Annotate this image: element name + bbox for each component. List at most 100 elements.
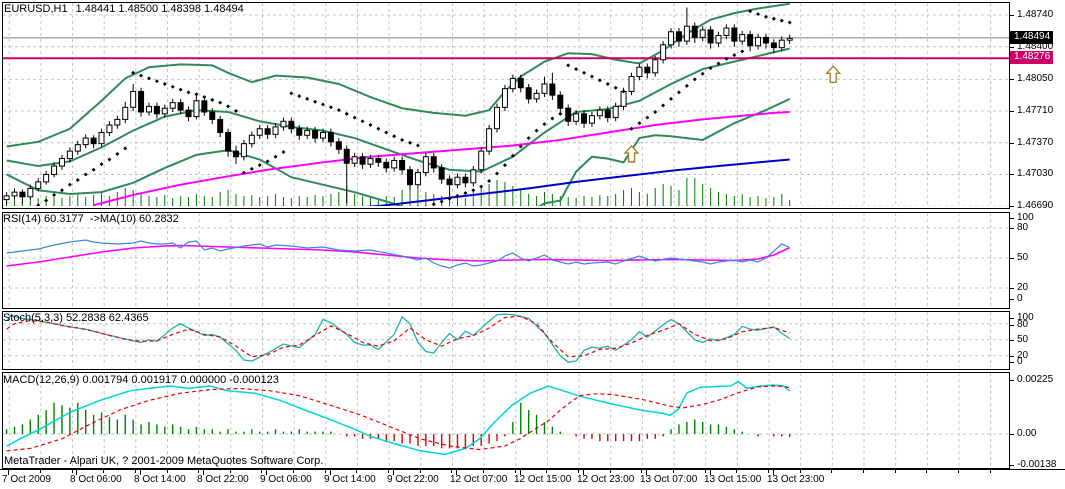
candle-bull: [652, 59, 659, 74]
rsi-canvas[interactable]: [3, 213, 1009, 306]
scale-tick: [1010, 228, 1014, 229]
sar-dot: [99, 162, 104, 167]
time-tick-minor: [958, 470, 959, 473]
sar-dot: [439, 199, 444, 204]
price-scale[interactable]: 1.48494 1.48276 1.48740 1.48400 1.48050 1.4…: [1010, 0, 1065, 470]
stoch-panel[interactable]: [2, 311, 1010, 370]
time-tick-minor: [641, 470, 643, 473]
candle-bear: [565, 107, 572, 122]
main-chart-canvas[interactable]: [3, 3, 1009, 206]
sar-dot: [91, 167, 96, 172]
time-tick-minor: [863, 470, 865, 473]
sar-dot: [178, 87, 183, 92]
sar-dot: [297, 94, 302, 99]
stoch-k-line: [6, 313, 791, 363]
candle-bull: [367, 158, 374, 165]
sar-dot: [115, 151, 120, 156]
time-tick-minor: [324, 470, 326, 473]
sar-dot: [67, 182, 72, 187]
macd-panel[interactable]: [2, 372, 1010, 469]
time-label: 13 Oct 07:00: [640, 474, 698, 485]
candle-bear: [407, 169, 414, 186]
time-tick-minor: [483, 470, 485, 473]
sar-dot: [716, 61, 721, 66]
hline-price-box[interactable]: 1.48276: [1010, 51, 1054, 65]
sar-dot: [526, 136, 531, 141]
panel-separator[interactable]: [2, 309, 1010, 311]
sar-dot: [52, 192, 57, 197]
time-tick-minor: [609, 470, 611, 473]
time-tick-major: [710, 470, 711, 475]
sar-dot: [344, 111, 349, 116]
scale-label: 1.47370: [1017, 137, 1054, 148]
rsi-panel[interactable]: [2, 212, 1010, 309]
sar-dot: [313, 99, 318, 104]
bollinger-upper-band: [6, 3, 790, 148]
scale-tick: [1010, 218, 1014, 219]
scale-tick: [1010, 356, 1014, 357]
sar-dot: [234, 109, 238, 114]
candle-bear: [581, 113, 588, 124]
macd-canvas[interactable]: [3, 373, 1009, 466]
rsi-line: [6, 239, 790, 269]
stoch-d-line: [6, 315, 790, 358]
time-tick-major: [8, 470, 9, 475]
sar-dot: [170, 84, 175, 89]
time-label: 9 Oct 06:00: [260, 474, 312, 485]
candle-bear: [517, 77, 524, 89]
panel-separator[interactable]: [2, 370, 1010, 372]
sar-dot: [637, 121, 642, 126]
up-arrow-object[interactable]: [623, 144, 640, 163]
sar-dot: [59, 188, 64, 193]
scale-tick: [1010, 340, 1014, 341]
candle-bull: [320, 131, 326, 139]
time-label: 12 Oct 15:00: [514, 474, 572, 485]
candle-bear: [604, 109, 611, 119]
sar-dot: [305, 96, 310, 101]
main-chart-panel[interactable]: [2, 2, 1010, 209]
candle-bull: [478, 150, 485, 171]
sar-dot: [574, 67, 579, 72]
sar-dot: [384, 130, 389, 135]
time-tick-minor: [261, 470, 263, 473]
time-scale[interactable]: 7 Oct 2009 8 Oct 06:00 8 Oct 14:00 8 Oct 22…: [0, 469, 1065, 489]
candle-bull: [74, 144, 81, 152]
scale-label: 0: [1017, 356, 1023, 367]
candle-bull: [541, 83, 548, 94]
time-tick-major: [583, 470, 584, 475]
scale-label: 0: [1017, 293, 1023, 304]
candle-bull: [27, 187, 34, 198]
candle-bear: [399, 159, 406, 171]
scale-tick: [1010, 15, 1014, 16]
candle-bull: [161, 107, 168, 115]
sar-dot: [415, 143, 420, 148]
stoch-canvas[interactable]: [3, 312, 1009, 367]
sar-dot: [605, 82, 610, 86]
sar-dot: [542, 122, 547, 127]
sar-dot: [653, 109, 658, 114]
sar-dot: [83, 172, 88, 177]
panel-separator[interactable]: [2, 209, 1010, 212]
scale-label: 1.47030: [1017, 168, 1054, 179]
candle-bear: [675, 31, 682, 42]
up-arrow-object[interactable]: [825, 65, 842, 83]
candle-bull: [169, 102, 176, 109]
sar-dot: [582, 70, 587, 75]
candle-bull: [51, 165, 58, 175]
time-tick-minor: [293, 470, 295, 473]
candle-bear: [359, 156, 366, 165]
time-tick-minor: [799, 470, 801, 473]
sar-dot: [289, 91, 294, 96]
time-tick-major: [330, 470, 331, 475]
candle-bull: [145, 105, 152, 113]
candle-bull: [66, 150, 73, 160]
sar-dot: [502, 163, 507, 168]
time-label: 13 Oct 15:00: [704, 474, 762, 485]
candle-bull: [501, 88, 508, 108]
candle-bull: [272, 126, 279, 135]
candle-bull: [3, 195, 10, 201]
time-tick-major: [456, 470, 457, 475]
candle-bull: [454, 176, 461, 186]
scale-label: 1.48050: [1017, 73, 1054, 84]
time-label: 8 Oct 06:00: [70, 474, 122, 485]
